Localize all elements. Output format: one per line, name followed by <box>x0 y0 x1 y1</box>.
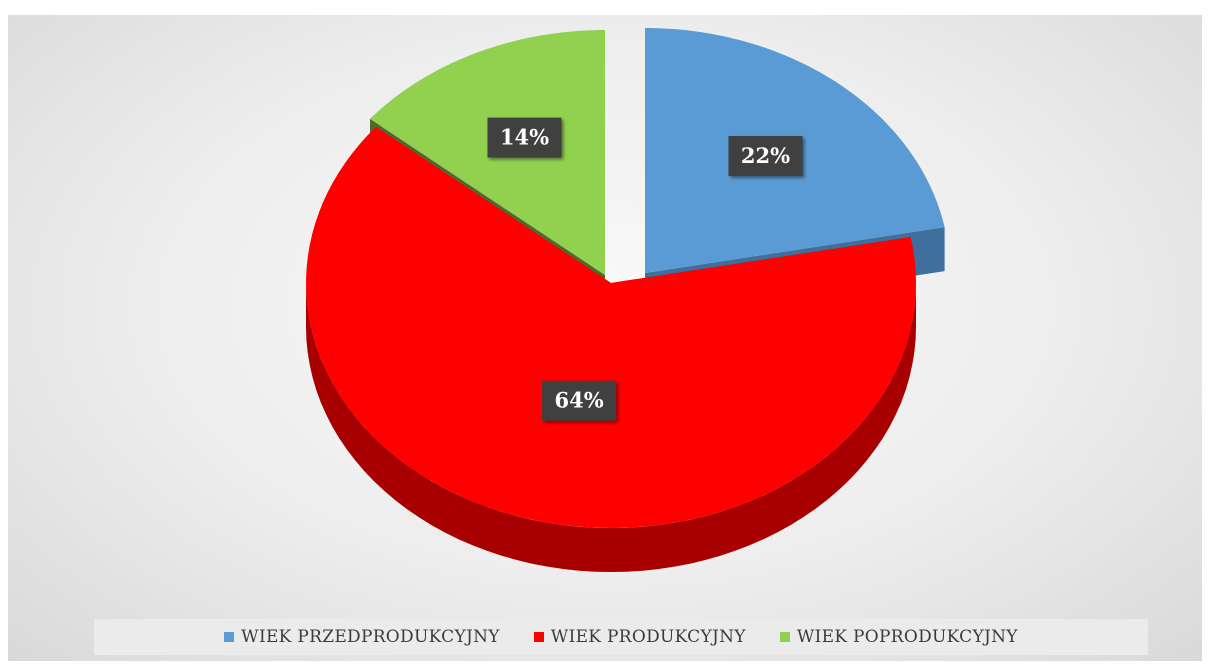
chart-legend: WIEK PRZEDPRODUKCYJNY WIEK PRODUKCYJNY W… <box>94 619 1148 655</box>
pie-slice-produkcyjny <box>306 126 917 529</box>
legend-item-poprodukcyjny: WIEK POPRODUKCYJNY <box>779 627 1018 647</box>
legend-item-produkcyjny: WIEK PRODUKCYJNY <box>533 627 746 647</box>
pie-chart: 22% 64% 14% <box>306 28 945 572</box>
data-label-box-produkcyjny <box>542 380 617 421</box>
data-label-box-przedprodukcyjny <box>728 136 803 176</box>
legend-swatch-produkcyjny <box>533 632 544 642</box>
legend-item-przedprodukcyjny: WIEK PRZEDPRODUKCYJNY <box>224 627 500 647</box>
data-label-box-poprodukcyjny <box>487 117 562 158</box>
data-label-poprodukcyjny: 14% <box>500 125 549 150</box>
legend-swatch-poprodukcyjny <box>779 632 790 642</box>
data-label-przedprodukcyjny: 22% <box>741 143 790 168</box>
chart-area: 22% 64% 14% WIEK PRZEDPRODUKCYJNY WIEK PRO… <box>8 15 1202 661</box>
legend-label-produkcyjny: WIEK PRODUKCYJNY <box>550 627 746 647</box>
legend-label-poprodukcyjny: WIEK POPRODUKCYJNY <box>796 627 1018 647</box>
pie-slice-side-produkcyjny <box>306 283 916 572</box>
legend-label-przedprodukcyjny: WIEK PRZEDPRODUKCYJNY <box>241 627 500 647</box>
data-label-produkcyjny: 64% <box>555 388 604 413</box>
legend-swatch-przedprodukcyjny <box>224 632 235 642</box>
